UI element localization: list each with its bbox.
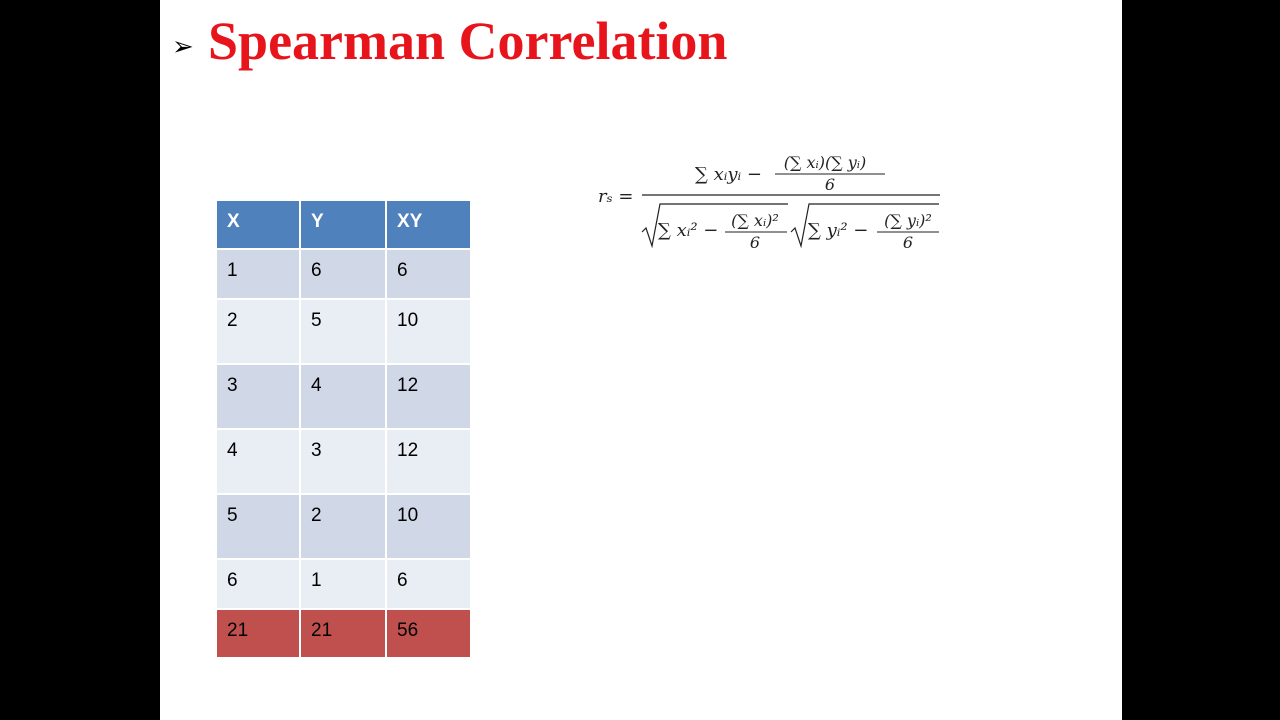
table-cell: 6: [301, 250, 387, 300]
table-cell: 1: [217, 250, 301, 300]
table-cell: 1: [301, 560, 387, 610]
formula-numerator: ∑ xᵢyᵢ −: [695, 164, 762, 185]
formula-denominator-right-bottom: 6: [903, 233, 913, 252]
total-cell: 21: [217, 610, 301, 659]
formula: rₛ = ∑ xᵢyᵢ − (∑ xᵢ)(∑ yᵢ) 6 ∑ xᵢ² − (∑ …: [598, 153, 940, 252]
table-cell: 3: [217, 365, 301, 430]
table-cell: 6: [217, 560, 301, 610]
header-cell: X: [217, 201, 301, 250]
table-cell: 5: [217, 495, 301, 560]
table-cell: 4: [301, 365, 387, 430]
formula-denominator-right: ∑ yᵢ² −: [808, 220, 868, 241]
radical: [641, 203, 788, 249]
formula-denominator-right-top: (∑ yᵢ)²: [884, 211, 932, 230]
formula-lhs: rₛ =: [598, 186, 633, 207]
table-cell: 4: [217, 430, 301, 495]
table-cell: 10: [387, 300, 472, 365]
formula-numerator-top: (∑ xᵢ)(∑ yᵢ): [784, 153, 866, 172]
header-cell: Y: [301, 201, 387, 250]
formula-denominator-left-top: (∑ xᵢ)²: [731, 211, 779, 230]
radical: [790, 203, 939, 249]
total-cell: 21: [301, 610, 387, 659]
table-cell: 10: [387, 495, 472, 560]
table-cell: 12: [387, 365, 472, 430]
formula-numerator-bottom: 6: [825, 175, 835, 194]
table-cell: 12: [387, 430, 472, 495]
table-cell: 6: [387, 250, 472, 300]
slide-title: Spearman Correlation: [208, 11, 728, 71]
formula-denominator-left: ∑ xᵢ² −: [658, 220, 718, 241]
table-cell: 3: [301, 430, 387, 495]
table-cell: 6: [387, 560, 472, 610]
bullet-arrow: ➢: [172, 32, 194, 62]
table-cell: 2: [217, 300, 301, 365]
slide: ➢ Spearman Correlation X Y XY 1 6 6 2 5 10 3 4 12 4 3…: [160, 0, 1122, 720]
table-cell: 5: [301, 300, 387, 365]
header-cell: XY: [387, 201, 472, 250]
total-cell: 56: [387, 610, 472, 659]
formula-denominator-left-bottom: 6: [750, 233, 760, 252]
table-cell: 2: [301, 495, 387, 560]
